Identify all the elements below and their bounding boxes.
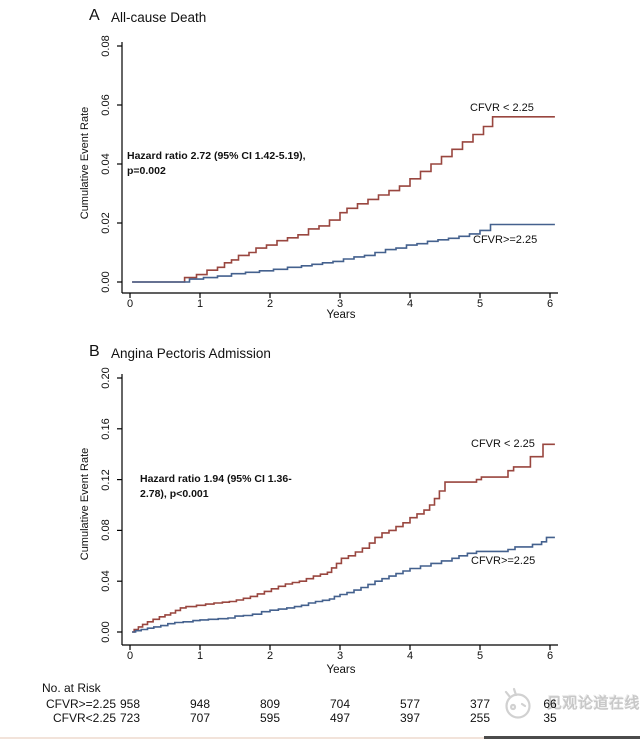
- y-tick-label: 0.00: [100, 621, 112, 643]
- watermark-text: 见观论道在线: [547, 695, 640, 712]
- x-tick-label: 0: [126, 650, 134, 662]
- km-step-curve: [132, 223, 555, 283]
- risk-row-label-cfvr-low: CFVR<2.25: [52, 711, 116, 725]
- risk-count: 377: [469, 697, 491, 711]
- panel-a-cfvr-low-label: CFVR < 2.25: [470, 102, 534, 114]
- x-tick-label: 3: [336, 298, 344, 310]
- x-tick-label: 2: [266, 650, 274, 662]
- panel-a-y-axis-label: Cumulative Event Rate: [79, 106, 91, 220]
- x-tick-label: 2: [266, 298, 274, 310]
- watermark-logo-icon: [504, 687, 531, 719]
- x-tick-label: 4: [406, 650, 414, 662]
- y-tick-label: 0.20: [100, 367, 112, 389]
- x-tick-label: 5: [476, 650, 484, 662]
- km-step-curve: [132, 536, 555, 633]
- panel-a-cfvr-high-label: CFVR>=2.25: [473, 234, 538, 246]
- y-tick-label: 0.16: [100, 418, 112, 440]
- x-tick-label: 5: [476, 298, 484, 310]
- panel-b-hazard-annotation: Hazard ratio 1.94 (95% CI 1.36- 2.78), p<…: [140, 472, 292, 501]
- panel-b-annotation-line1: Hazard ratio 1.94 (95% CI 1.36-: [140, 473, 292, 485]
- bottom-edge-line-dark: [484, 736, 640, 739]
- panel-b-cfvr-low-label: CFVR < 2.25: [471, 438, 535, 450]
- x-tick-label: 0: [126, 298, 134, 310]
- risk-count: 66: [543, 697, 557, 711]
- x-tick-label: 3: [336, 650, 344, 662]
- y-tick-label: 0.02: [100, 212, 112, 234]
- x-tick-label: 4: [406, 298, 414, 310]
- panel-b-annotation-line2: 2.78), p<0.001: [140, 487, 209, 500]
- y-tick-label: 0.06: [100, 94, 112, 116]
- panel-a-title: All-cause Death: [111, 10, 207, 25]
- risk-count: 35: [543, 711, 557, 725]
- panel-b-y-axis-label: Cumulative Event Rate: [79, 447, 91, 561]
- risk-count: 397: [399, 711, 421, 725]
- panel-b-title: Angina Pectoris Admission: [111, 346, 271, 361]
- y-tick-label: 0.08: [100, 35, 112, 57]
- risk-count: 723: [119, 711, 141, 725]
- km-step-curve: [132, 443, 555, 633]
- panel-a-hazard-annotation: Hazard ratio 2.72 (95% CI 1.42-5.19), p=0…: [127, 149, 306, 178]
- risk-count: 595: [259, 711, 281, 725]
- y-tick-label: 0.04: [100, 153, 112, 175]
- y-tick-label: 0.04: [100, 570, 112, 592]
- y-tick-label: 0.08: [100, 519, 112, 542]
- risk-count: 255: [469, 711, 491, 725]
- y-tick-label: 0.00: [100, 271, 112, 293]
- risk-table-title: No. at Risk: [42, 681, 101, 695]
- x-tick-label: 6: [546, 650, 554, 662]
- risk-row-label-cfvr-high: CFVR>=2.25: [45, 697, 116, 711]
- panel-a-x-axis-label: Years: [326, 309, 356, 321]
- risk-count: 707: [189, 711, 211, 725]
- panel-a-annotation-line2: p=0.002: [127, 164, 166, 177]
- bottom-edge-line-light: [0, 737, 490, 739]
- x-tick-label: 1: [196, 650, 204, 662]
- risk-count: 809: [259, 697, 281, 711]
- risk-count: 958: [119, 697, 141, 711]
- x-tick-label: 6: [546, 298, 554, 310]
- risk-count: 497: [329, 711, 351, 725]
- risk-count: 704: [329, 697, 351, 711]
- y-tick-label: 0.12: [100, 468, 112, 491]
- panel-b-x-axis-label: Years: [326, 664, 356, 676]
- panel-a-letter: A: [89, 7, 100, 24]
- x-tick-label: 1: [196, 298, 204, 310]
- risk-count: 948: [189, 697, 211, 711]
- panel-b-cfvr-high-label: CFVR>=2.25: [471, 555, 536, 567]
- risk-count: 577: [399, 697, 421, 711]
- panel-b-letter: B: [89, 343, 100, 360]
- panel-a-annotation-line1: Hazard ratio 2.72 (95% CI 1.42-5.19),: [127, 150, 306, 162]
- km-step-curve: [132, 116, 555, 283]
